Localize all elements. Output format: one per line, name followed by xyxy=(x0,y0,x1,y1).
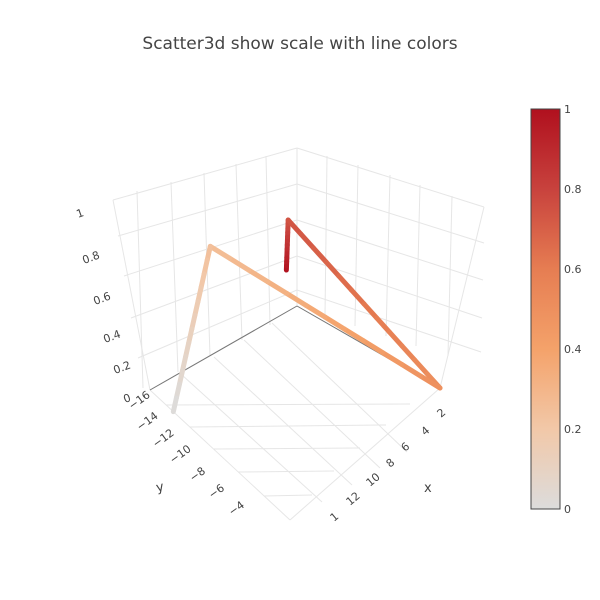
x-tick-label: 10 xyxy=(364,470,383,489)
line-segment[interactable] xyxy=(265,279,290,297)
line-segment[interactable] xyxy=(399,361,424,379)
line-segment[interactable] xyxy=(285,217,304,237)
y-axis-ticks: −16 −14 −12 −10 −8 −6 −4 xyxy=(126,388,247,518)
x-tick-label: 8 xyxy=(384,456,398,470)
line-segment[interactable] xyxy=(341,326,366,344)
z-tick-label: 0 xyxy=(122,391,133,406)
line-segment[interactable] xyxy=(418,373,443,391)
line-segment[interactable] xyxy=(207,243,232,261)
x-axis-title: x xyxy=(424,481,432,496)
line-segment[interactable] xyxy=(412,357,430,377)
line-segment[interactable] xyxy=(303,302,328,320)
line-segment[interactable] xyxy=(170,395,179,415)
chart-title: Scatter3d show scale with line colors xyxy=(142,34,458,54)
z-tick-label: 0.6 xyxy=(92,290,113,308)
colorbar-tick-label: 0 xyxy=(564,503,571,516)
y-tick-label: −10 xyxy=(167,442,193,466)
line-segment[interactable] xyxy=(374,315,392,335)
x-tick-label: 2 xyxy=(435,406,449,420)
line-segment[interactable] xyxy=(323,259,342,279)
y-tick-label: −16 xyxy=(126,388,152,412)
x-tick-label: 4 xyxy=(419,424,433,438)
y-tick-label: −6 xyxy=(206,481,227,501)
line-segment[interactable] xyxy=(226,255,252,273)
colorbar-tick-label: 0.8 xyxy=(564,183,582,196)
z-tick-label: 0.8 xyxy=(81,249,102,267)
z-tick-label: 0.2 xyxy=(112,359,133,377)
line-segment[interactable] xyxy=(284,291,309,308)
line-segment[interactable] xyxy=(380,350,405,367)
x-axis-ticks: 2 4 6 8 10 12 1 xyxy=(328,406,449,524)
line-segment[interactable] xyxy=(348,287,367,307)
line-segment[interactable] xyxy=(336,273,354,293)
line-segment[interactable] xyxy=(360,338,386,356)
z-axis-ticks: 1 0.8 0.6 0.4 0.2 0 xyxy=(75,206,133,406)
y-tick-label: −4 xyxy=(226,498,247,518)
y-axis-title: y xyxy=(155,480,166,496)
colorbar-tick-label: 0.2 xyxy=(564,423,582,436)
y-tick-label: −14 xyxy=(134,409,160,433)
line-segment[interactable] xyxy=(322,314,347,332)
data-line[interactable] xyxy=(170,217,443,415)
x-tick-label: 12 xyxy=(344,489,363,508)
line-segment[interactable] xyxy=(361,301,380,321)
line-segment[interactable] xyxy=(399,343,418,363)
colorbar-gradient xyxy=(530,108,561,510)
x-tick-label: 1 xyxy=(328,510,342,524)
y-tick-label: −12 xyxy=(150,426,176,450)
z-tick-label: 1 xyxy=(75,206,86,221)
colorbar-tick-label: 0.6 xyxy=(564,263,582,276)
line-segment[interactable] xyxy=(386,329,405,349)
y-tick-label: −8 xyxy=(187,464,208,484)
colorbar-tick-label: 0.4 xyxy=(564,343,582,356)
x-tick-label: 6 xyxy=(399,440,413,454)
colorbar-tick-label: 1 xyxy=(564,103,571,116)
line-segment[interactable] xyxy=(298,231,316,251)
grid-back-walls xyxy=(112,147,485,391)
z-tick-label: 0.4 xyxy=(102,328,123,346)
colorbar: 0 0.2 0.4 0.6 0.8 1 xyxy=(530,103,582,516)
line-segment[interactable] xyxy=(310,245,329,265)
line-segment[interactable] xyxy=(246,267,271,285)
